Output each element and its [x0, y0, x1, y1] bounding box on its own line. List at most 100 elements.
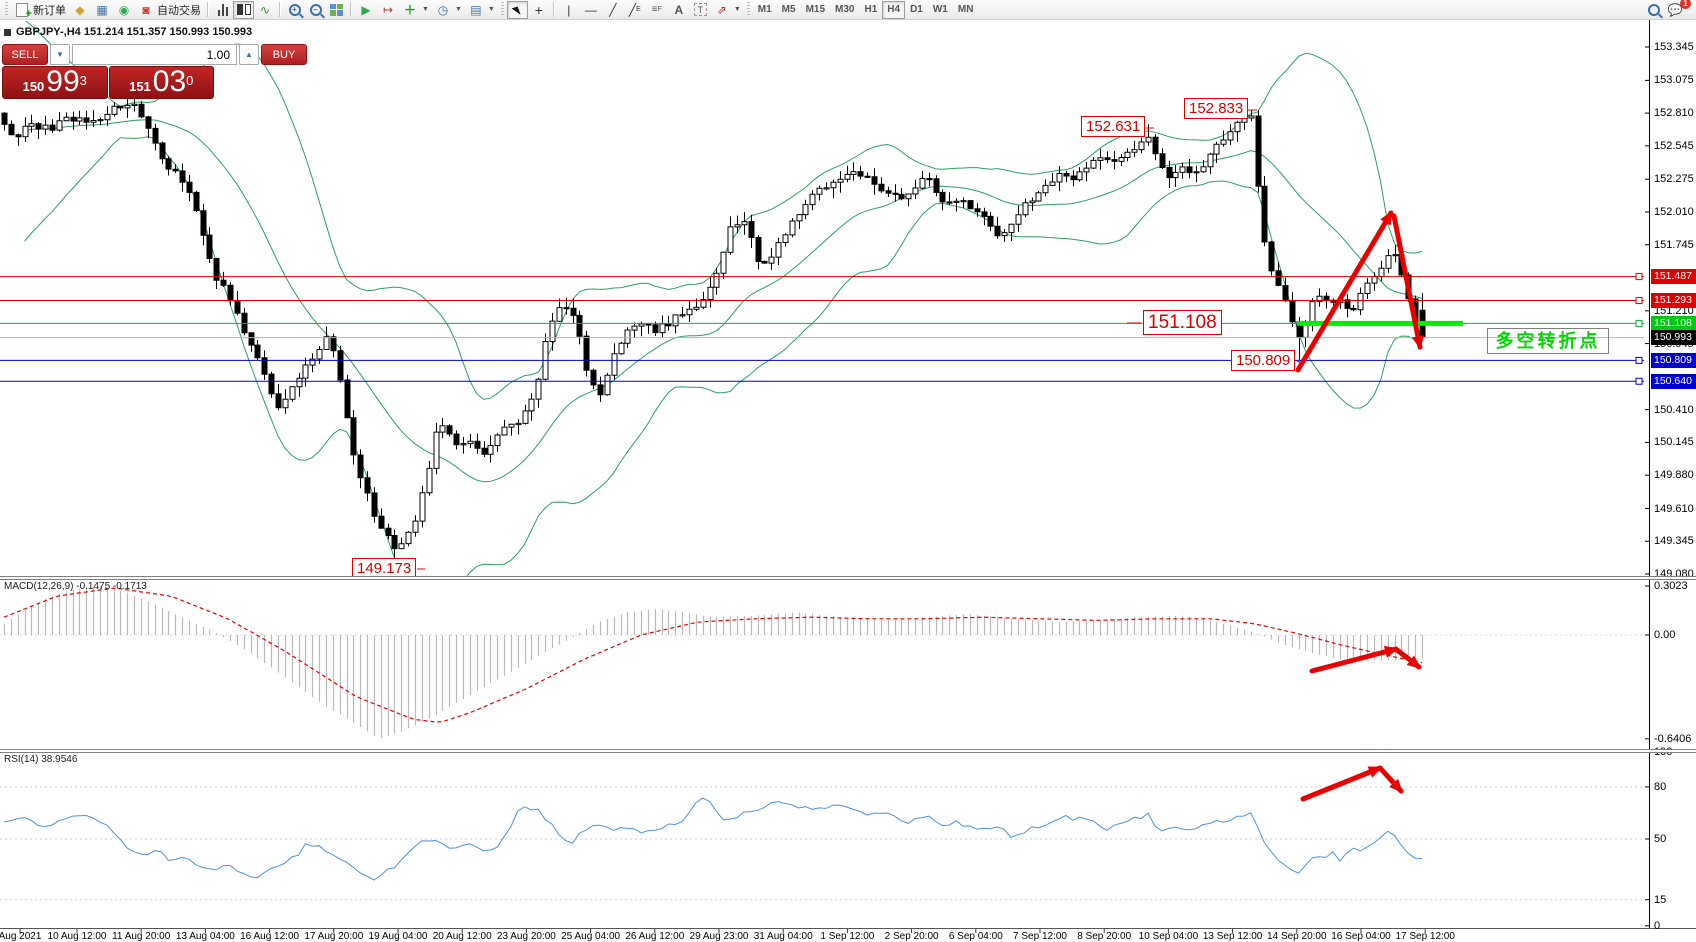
- timeframe-m5[interactable]: M5: [781, 4, 796, 15]
- timeframe-m30[interactable]: M30: [835, 4, 855, 15]
- cursor-button[interactable]: [506, 0, 528, 19]
- zoom-out-button[interactable]: −: [305, 1, 326, 19]
- toolbar-separator: [279, 2, 281, 17]
- bid-price-button[interactable]: 150 99 3: [2, 66, 108, 99]
- horizontal-line-icon: —: [584, 2, 597, 17]
- toolbar-grip[interactable]: [746, 2, 750, 17]
- market-watch-button[interactable]: ◆: [69, 1, 91, 19]
- trend-arrow-main[interactable]: [1391, 213, 1424, 350]
- trend-arrow-rsi[interactable]: [1300, 765, 1383, 802]
- trend-arrow-macd[interactable]: [1394, 647, 1422, 670]
- price-axis-label: 149.345: [1654, 535, 1694, 548]
- time-axis-label: 10 Sep 04:00: [1138, 931, 1199, 942]
- strategy-tester-button[interactable]: ◉: [113, 1, 135, 19]
- time-axis-label: 6 Sep 04:00: [948, 931, 1003, 942]
- macd-axis-label: -0.6406: [1654, 732, 1692, 745]
- price-tag-annotation[interactable]: 152.833: [1184, 98, 1249, 119]
- timeframe-d1[interactable]: D1: [910, 4, 923, 15]
- buy-button[interactable]: BUY: [261, 44, 307, 65]
- pane-splitter[interactable]: [0, 576, 1696, 580]
- line-chart-icon: ∿: [259, 2, 271, 17]
- volume-up-button[interactable]: ▲: [239, 44, 259, 65]
- trend-arrow-main[interactable]: [1295, 210, 1394, 373]
- bollinger-lower[interactable]: [24, 136, 1423, 603]
- time-axis-label: 7 Sep 12:00: [1013, 931, 1067, 942]
- chart-candles-button[interactable]: [233, 0, 254, 19]
- level-handle[interactable]: [1635, 377, 1643, 385]
- equidistant-channel-button[interactable]: ╱ E: [624, 1, 646, 19]
- level-handle[interactable]: [1635, 273, 1643, 281]
- arrows-button[interactable]: ⇗ ▼: [711, 1, 744, 19]
- fibonacci-button[interactable]: ≡ F: [646, 1, 668, 19]
- trend-arrow-macd[interactable]: [1309, 645, 1399, 674]
- level-handle[interactable]: [1635, 319, 1643, 327]
- crosshair-button[interactable]: +: [528, 1, 550, 19]
- toolbar-separator: [207, 2, 209, 17]
- level-handle[interactable]: [1635, 356, 1643, 364]
- price-tag-annotation[interactable]: 151.108: [1143, 310, 1222, 335]
- price-level-tag: 151.293: [1651, 293, 1696, 309]
- market-watch-icon: ◆: [75, 2, 85, 17]
- auto-scroll-button[interactable]: ▶: [355, 1, 377, 19]
- price-axis-label: 152.275: [1654, 173, 1694, 186]
- ask-price-button[interactable]: 151 03 0: [108, 65, 214, 99]
- auto-scroll-icon: ▶: [361, 2, 371, 17]
- notifications-button[interactable]: 💬 1: [1664, 0, 1691, 19]
- data-window-button[interactable]: ▦: [91, 1, 113, 19]
- timeframe-m15[interactable]: M15: [805, 4, 826, 15]
- time-axis-label: 16 Aug 12:00: [240, 931, 300, 942]
- toolbar-grip[interactable]: [5, 2, 8, 17]
- chart-title: GBPJPY-,H4 151.214 151.357 150.993 150.9…: [16, 26, 253, 38]
- volume-down-button[interactable]: ▼: [50, 44, 70, 65]
- horizontal-line-button[interactable]: —: [580, 1, 602, 19]
- pane-splitter[interactable]: [0, 749, 1696, 753]
- ask-price-sup: 0: [186, 73, 194, 88]
- main-toolbar: 新订单 ◆ ▦ ◉ ◙ 自动交易 ∿ + − ▶ ↦ ＋▼ ◷▼ ▤▼ + | …: [0, 0, 1696, 22]
- chevron-down-icon: ▼: [487, 6, 495, 13]
- trend-arrow-rsi[interactable]: [1378, 766, 1404, 794]
- zoom-in-button[interactable]: +: [284, 1, 305, 19]
- vertical-line-button[interactable]: |: [558, 1, 580, 19]
- timeframe-m1[interactable]: M1: [757, 4, 772, 15]
- rsi-axis-label: 50: [1654, 833, 1667, 845]
- search-button[interactable]: [1643, 1, 1664, 19]
- price-axis-label: 152.010: [1654, 205, 1694, 218]
- macd-axis-label: 0.3023: [1654, 580, 1688, 593]
- ask-price-big: 03: [152, 65, 187, 98]
- chart-bars-button[interactable]: [212, 1, 233, 19]
- volume-input[interactable]: [72, 44, 237, 65]
- price-level-tag: 150.993: [1651, 330, 1696, 346]
- rsi-axis-label: 80: [1654, 780, 1667, 793]
- bollinger-upper[interactable]: [25, 20, 1423, 400]
- price-tag-annotation[interactable]: 150.809: [1231, 350, 1296, 371]
- toolbar-separator: [350, 2, 352, 17]
- candlestick-icon: [236, 4, 251, 15]
- timeframe-h4[interactable]: H4: [882, 0, 906, 19]
- new-order-button[interactable]: 新订单: [11, 1, 69, 22]
- templates-button[interactable]: ▤ ▼: [465, 1, 498, 19]
- text-label-button[interactable]: T: [690, 1, 711, 19]
- text-label-icon: T: [693, 3, 707, 16]
- sell-button[interactable]: SELL: [2, 44, 48, 65]
- search-icon: [1647, 3, 1660, 16]
- time-axis-label: 20 Aug 12:00: [432, 931, 492, 942]
- text-button[interactable]: A: [668, 1, 690, 19]
- indicators-button[interactable]: ＋ ▼: [399, 1, 432, 19]
- price-tag-annotation[interactable]: 152.631: [1081, 116, 1146, 137]
- trendline-button[interactable]: ╱: [602, 1, 624, 19]
- chart-line-button[interactable]: ∿: [254, 1, 276, 19]
- timeframe-h1[interactable]: H1: [864, 4, 878, 15]
- auto-trading-button[interactable]: ◙ 自动交易: [135, 1, 204, 19]
- timeframe-mn[interactable]: MN: [957, 4, 974, 15]
- time-axis-label: 25 Aug 04:00: [561, 931, 621, 942]
- periods-button[interactable]: ◷ ▼: [432, 1, 465, 19]
- bid-price-small: 150: [22, 79, 45, 94]
- tile-windows-button[interactable]: [326, 1, 347, 19]
- text-icon: A: [674, 2, 684, 17]
- level-handle[interactable]: [1635, 297, 1643, 305]
- chart-shift-button[interactable]: ↦: [377, 1, 399, 19]
- timeframe-w1[interactable]: W1: [932, 4, 948, 15]
- toolbar-grip[interactable]: [500, 2, 504, 17]
